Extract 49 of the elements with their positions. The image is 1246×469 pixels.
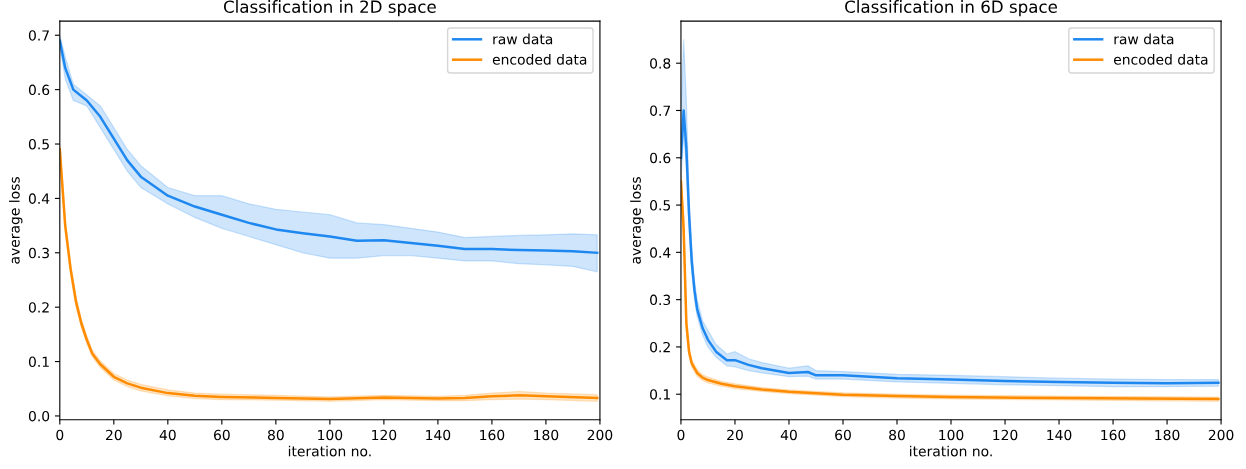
y-tick-label: 0.4 bbox=[28, 193, 50, 204]
x-tick-label: 200 bbox=[1208, 429, 1234, 441]
y-tick-label: 0.8 bbox=[650, 58, 671, 69]
y-tick-label: 0.1 bbox=[28, 356, 49, 368]
legend-label: encoded data bbox=[492, 53, 587, 65]
chart-title: Classification in 2D space bbox=[223, 0, 436, 17]
x-tick-label: 120 bbox=[372, 429, 397, 441]
y-tick-label: 0.2 bbox=[650, 341, 670, 353]
x-tick-label: 40 bbox=[780, 429, 797, 441]
x-tick-label: 0 bbox=[677, 429, 685, 441]
x-tick-label: 20 bbox=[727, 429, 743, 441]
x-tick-label: 180 bbox=[1155, 429, 1180, 441]
x-tick-label: 40 bbox=[159, 429, 176, 441]
y-tick-label: 0.4 bbox=[650, 247, 671, 258]
y-tick-label: 0.5 bbox=[650, 200, 671, 211]
y-axis-title: average loss bbox=[9, 177, 23, 264]
x-tick-label: 140 bbox=[426, 429, 451, 441]
legend-label: encoded data bbox=[1113, 53, 1208, 65]
x-tick-label: 20 bbox=[106, 429, 122, 441]
x-tick-label: 0 bbox=[56, 429, 64, 441]
y-tick-label: 0.1 bbox=[650, 389, 670, 400]
legend-label: raw data bbox=[1114, 33, 1174, 45]
x-tick-label: 80 bbox=[267, 429, 284, 441]
y-axis-title: average loss bbox=[630, 177, 644, 264]
x-tick-label: 120 bbox=[993, 429, 1018, 441]
y-tick-label: 0.5 bbox=[28, 138, 49, 150]
x-axis-title: iteration no. bbox=[288, 445, 371, 457]
x-tick-label: 180 bbox=[534, 429, 559, 441]
x-tick-label: 140 bbox=[1047, 429, 1072, 441]
line-series bbox=[680, 109, 1220, 385]
x-tick-label: 60 bbox=[213, 429, 230, 441]
y-tick-label: 0.7 bbox=[650, 105, 671, 116]
x-tick-label: 160 bbox=[1101, 429, 1126, 441]
y-tick-label: 0.6 bbox=[28, 84, 50, 96]
y-tick-label: 0.7 bbox=[28, 30, 49, 41]
x-tick-label: 100 bbox=[939, 429, 964, 441]
x-tick-label: 80 bbox=[889, 429, 905, 441]
y-tick-label: 0.2 bbox=[28, 302, 49, 313]
x-tick-label: 100 bbox=[318, 429, 343, 441]
chart-title: Classification in 6D space bbox=[845, 0, 1057, 17]
y-tick-label: 0.0 bbox=[28, 410, 50, 422]
x-tick-label: 160 bbox=[480, 429, 505, 441]
y-tick-label: 0.3 bbox=[650, 294, 671, 306]
legend-label: raw data bbox=[493, 33, 553, 45]
x-tick-label: 200 bbox=[587, 429, 613, 441]
x-tick-label: 60 bbox=[835, 429, 851, 441]
y-tick-label: 0.3 bbox=[28, 247, 49, 259]
x-axis-title: iteration no. bbox=[910, 445, 992, 457]
y-tick-label: 0.6 bbox=[650, 152, 671, 164]
